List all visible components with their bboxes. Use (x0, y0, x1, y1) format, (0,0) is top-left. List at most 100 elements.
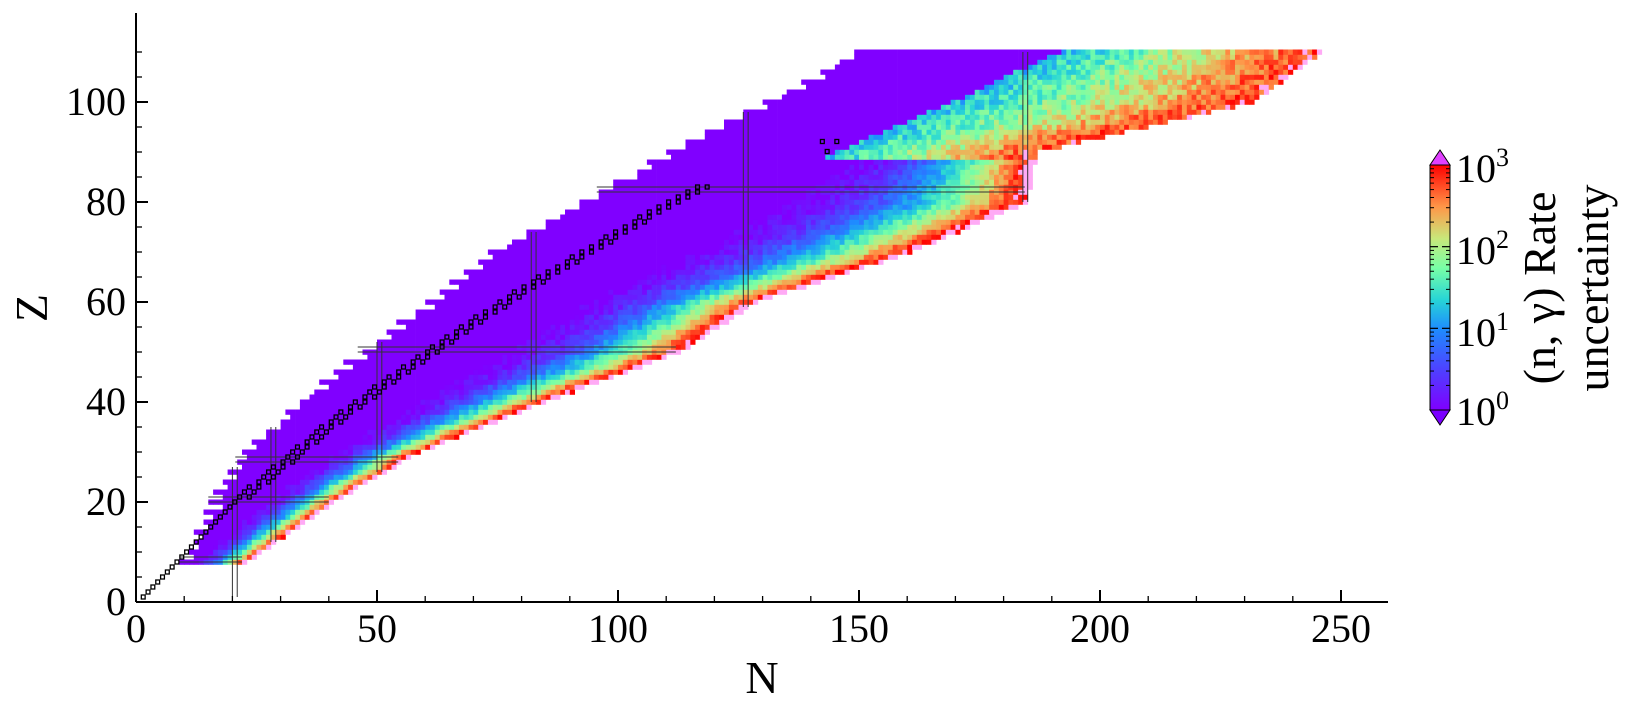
heat-cell (892, 249, 898, 255)
heat-cell (343, 484, 349, 490)
heat-cell (786, 169, 792, 175)
heat-cell (430, 329, 436, 335)
heat-cell (304, 419, 310, 425)
heat-cell (357, 364, 363, 370)
heat-cell (728, 134, 735, 140)
heat-cell (786, 244, 792, 250)
heat-cell (512, 369, 518, 375)
heat-cell (555, 384, 561, 390)
heat-cell (757, 269, 763, 275)
heat-cell (651, 209, 657, 215)
heat-cell (936, 229, 942, 235)
heat-cell (589, 354, 595, 360)
heat-cell (324, 449, 330, 455)
heat-cell (651, 249, 657, 255)
heat-cell (487, 404, 494, 410)
heat-cell (579, 384, 585, 390)
heat-cell (473, 369, 479, 375)
heat-cell (921, 169, 927, 175)
heat-cell (237, 504, 243, 510)
heat-cell (1075, 134, 1082, 140)
heat-cell (526, 399, 532, 405)
heat-cell (834, 219, 841, 225)
heat-cell (531, 399, 537, 405)
heat-cell (738, 204, 744, 210)
heat-cell (772, 169, 778, 175)
heat-cell (690, 179, 696, 185)
heat-cell (859, 209, 865, 215)
heat-cell (680, 214, 686, 220)
heat-cell (854, 234, 860, 240)
heat-cell (984, 164, 990, 170)
heat-cell (762, 139, 768, 145)
heat-cell (584, 359, 590, 365)
heat-cell (521, 354, 527, 360)
heat-cell (695, 149, 701, 155)
heat-cell (714, 154, 720, 160)
heat-cell (931, 139, 937, 145)
heat-cell (878, 229, 884, 235)
heat-cell (598, 239, 604, 245)
heat-cell (603, 369, 609, 375)
heat-cell (396, 339, 402, 345)
heat-cell (420, 309, 426, 315)
heat-cell (883, 164, 889, 170)
heat-cell (256, 514, 262, 520)
heat-cell (545, 314, 551, 320)
heat-cell (565, 329, 571, 335)
heat-cell (680, 294, 686, 300)
heat-cell (738, 149, 744, 155)
heat-cell (902, 219, 908, 225)
heat-cell (497, 339, 503, 345)
heat-cell (878, 139, 884, 145)
heat-cell (777, 249, 783, 255)
heat-cell (878, 244, 884, 250)
heat-cell (425, 374, 431, 380)
heat-cell (285, 504, 291, 510)
heat-cell (854, 259, 860, 265)
heat-cell (396, 429, 402, 435)
heat-cell (463, 294, 469, 300)
heat-cell (396, 354, 402, 360)
heat-cell (704, 279, 710, 285)
heat-cell (512, 239, 518, 245)
heat-cell (642, 329, 648, 335)
heat-cell (463, 304, 469, 310)
heat-cell (873, 229, 879, 235)
heat-cell (381, 354, 387, 360)
heat-cell (328, 499, 334, 505)
heat-cell (603, 319, 609, 325)
heat-cell (449, 389, 455, 395)
heat-cell (271, 444, 277, 450)
heat-cell (502, 404, 508, 410)
heat-cell (646, 299, 653, 305)
heat-cell (473, 329, 479, 335)
heat-cell (550, 219, 556, 225)
heat-cell (531, 374, 537, 380)
heat-cell (646, 329, 653, 335)
heat-cell (405, 384, 412, 390)
heat-cell (434, 324, 440, 330)
heat-cell (859, 204, 865, 210)
heat-cell (675, 269, 681, 275)
heat-cell (777, 204, 783, 210)
heat-cell (709, 134, 715, 140)
heat-cell (579, 359, 585, 365)
heat-cell (439, 419, 445, 425)
heat-cell (887, 164, 894, 170)
heat-cell (757, 204, 763, 210)
heat-cell (550, 289, 556, 295)
heat-cell (565, 389, 571, 395)
heat-cell (483, 369, 489, 375)
heat-cell (671, 339, 677, 345)
heat-cell (719, 254, 725, 260)
heat-cell (430, 359, 436, 365)
heat-cell (753, 199, 759, 205)
heat-cell (386, 434, 392, 440)
heat-cell (873, 224, 879, 230)
heat-cell (757, 164, 763, 170)
heat-cell (401, 389, 407, 395)
heat-cell (415, 394, 421, 400)
heat-cell (555, 309, 561, 315)
heat-cell (998, 194, 1004, 200)
